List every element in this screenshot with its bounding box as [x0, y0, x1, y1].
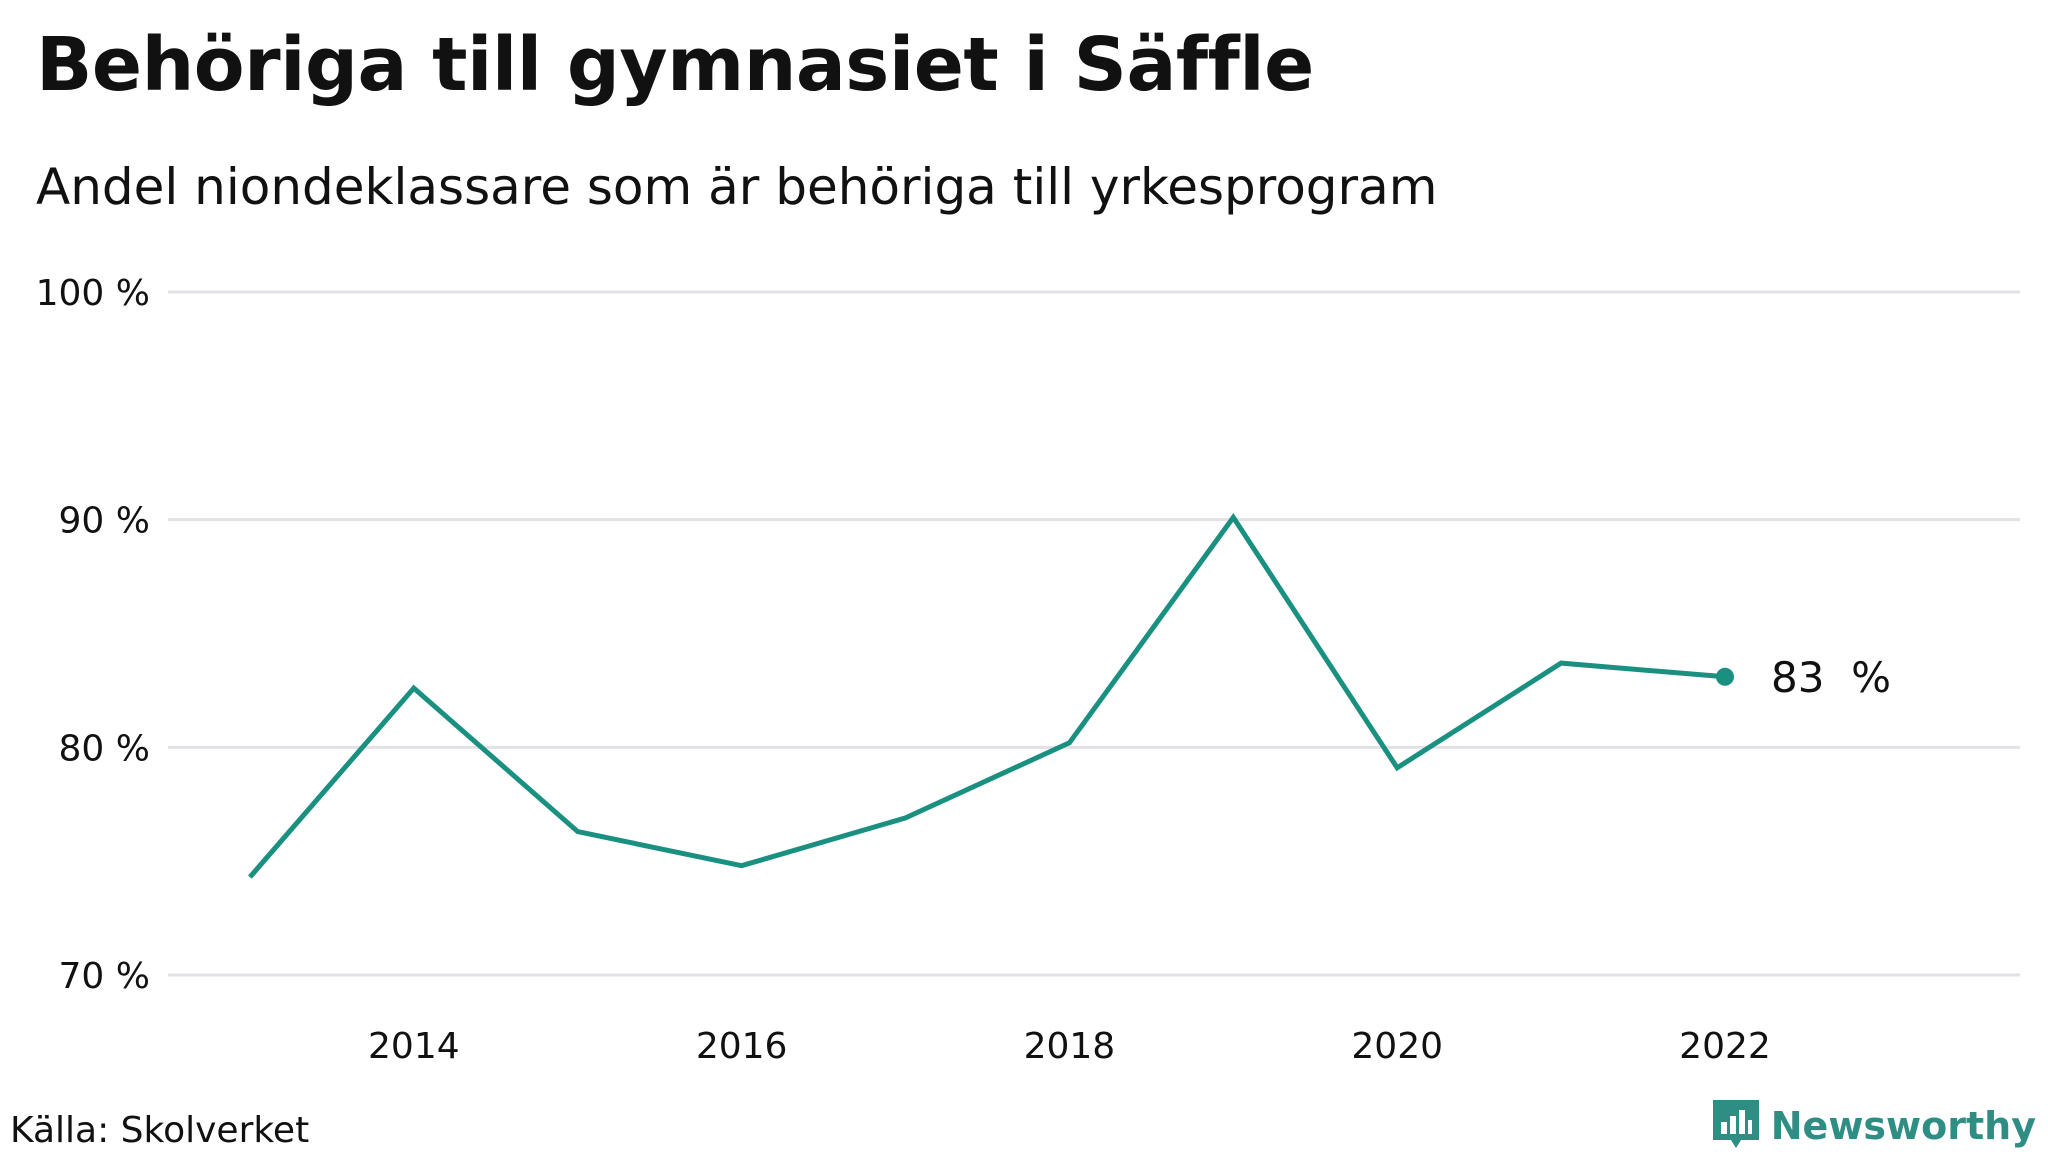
y-tick-label: 100 %: [36, 273, 150, 314]
brand: Newsworthy: [1712, 1100, 2036, 1152]
series-line: [248, 513, 1726, 879]
newsworthy-logo-icon: [1712, 1100, 1759, 1148]
series: 83 %: [248, 513, 1891, 879]
x-tick-label: 2022: [1679, 1026, 1771, 1067]
chart-title: Behöriga till gymnasiet i Säffle: [36, 22, 1314, 108]
x-tick-label: 2014: [368, 1026, 460, 1067]
brand-name: Newsworthy: [1770, 1104, 2036, 1148]
end-value-label: 83 %: [1771, 653, 1891, 702]
y-axis-ticks: 70 % 80 % 90 % 100 %: [36, 273, 150, 997]
x-tick-label: 2016: [696, 1026, 788, 1067]
y-tick-label: 80 %: [59, 728, 150, 769]
end-point-marker: [1715, 667, 1734, 686]
x-tick-label: 2018: [1024, 1026, 1116, 1067]
y-tick-label: 70 %: [59, 956, 150, 997]
chart-subtitle: Andel niondeklassare som är behöriga til…: [36, 158, 1438, 216]
y-tick-label: 90 %: [59, 501, 150, 542]
gridlines: [168, 290, 2020, 977]
x-axis-ticks: 2014 2016 2018 2020 2022: [368, 1026, 1771, 1067]
x-tick-label: 2020: [1351, 1026, 1443, 1067]
source-note: Källa: Skolverket: [10, 1110, 310, 1151]
